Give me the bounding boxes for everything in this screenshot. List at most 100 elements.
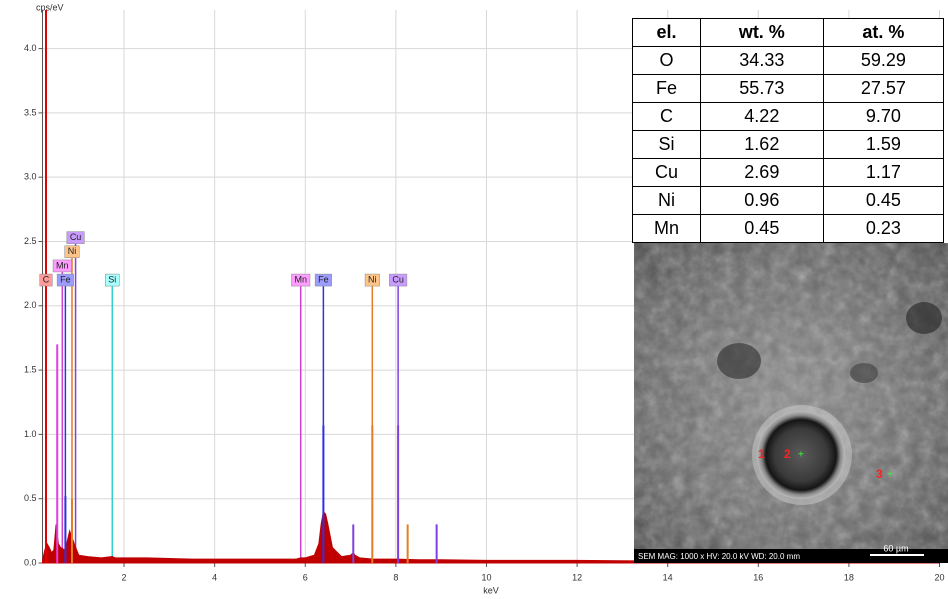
element-marker: Mn — [291, 273, 311, 287]
element-label-box — [105, 273, 120, 287]
element-label: Mn — [56, 260, 69, 270]
table-cell: 9.70 — [822, 102, 945, 131]
element-label: Cu — [392, 274, 404, 284]
y-tick-label: 2.0 — [24, 300, 37, 310]
x-tick-label: 20 — [934, 572, 944, 582]
point-label: 1 — [758, 447, 765, 461]
table-cell: at. % — [822, 18, 945, 47]
table-row: el. wt. % at. % — [632, 18, 945, 47]
y-tick-label: 1.0 — [24, 429, 37, 439]
y-tick-label: 3.0 — [24, 172, 37, 182]
point-cross: + — [798, 450, 804, 461]
table-cell: wt. % — [699, 18, 824, 47]
x-tick-label: 2 — [122, 572, 127, 582]
element-label-box — [291, 273, 311, 287]
table-cell: 0.96 — [699, 186, 824, 215]
x-tick-label: 4 — [212, 572, 217, 582]
table-cell: Ni — [632, 186, 701, 215]
table-cell: 4.22 — [699, 102, 824, 131]
element-marker: Ni — [64, 245, 80, 259]
y-tick-label: 0.5 — [24, 493, 37, 503]
table-row: Cu 2.69 1.17 — [632, 158, 945, 187]
element-label: Si — [108, 274, 116, 284]
sem-caption: SEM MAG: 1000 x HV: 20.0 kV WD: 20.0 mm — [638, 552, 800, 561]
element-marker: Fe — [314, 273, 332, 287]
table-row: Ni 0.96 0.45 — [632, 186, 945, 215]
table-cell: 59.29 — [822, 46, 945, 75]
y-tick-label: 3.5 — [24, 107, 37, 117]
table-cell: 1.17 — [822, 158, 945, 187]
element-label-box — [314, 273, 332, 287]
table-cell: Cu — [632, 158, 701, 187]
table-cell: O — [632, 46, 701, 75]
sem-pit — [757, 411, 845, 499]
y-tick-label: 1.5 — [24, 364, 37, 374]
element-label: Ni — [368, 274, 377, 284]
sem-image: 1 2 + 3 + SEM MAG: 1000 x HV: 20.0 kV WD… — [634, 243, 948, 563]
element-label: Ni — [68, 246, 77, 256]
table-cell: C — [632, 102, 701, 131]
table-row: Si 1.62 1.59 — [632, 130, 945, 159]
table-cell: 2.69 — [699, 158, 824, 187]
x-tick-label: 18 — [844, 572, 854, 582]
element-label: Mn — [294, 274, 307, 284]
y-axis-label: cps/eV — [36, 2, 64, 12]
sem-dark-spot — [850, 363, 878, 383]
x-tick-label: 14 — [663, 572, 673, 582]
table-cell: el. — [632, 18, 701, 47]
element-label: Fe — [60, 274, 71, 284]
table-cell: Si — [632, 130, 701, 159]
y-tick-label: 0.0 — [24, 557, 37, 567]
element-label: C — [43, 274, 50, 284]
element-marker: Cu — [66, 231, 85, 244]
element-marker: C — [39, 273, 53, 287]
y-tick-label: 4.0 — [24, 43, 37, 53]
element-label-box — [39, 273, 53, 287]
element-label-box — [52, 259, 72, 273]
element-label: Cu — [70, 232, 82, 242]
x-tick-label: 12 — [572, 572, 582, 582]
element-label-box — [364, 273, 380, 287]
table-cell: Mn — [632, 214, 701, 243]
element-marker: Cu — [389, 273, 408, 287]
point-label: 3 — [876, 467, 883, 481]
sem-texture — [634, 243, 948, 563]
table-row: Fe 55.73 27.57 — [632, 74, 945, 103]
element-marker: Ni — [364, 273, 380, 287]
table-row: O 34.33 59.29 — [632, 46, 945, 75]
point-label: 2 — [784, 447, 791, 461]
element-label-box — [56, 273, 74, 287]
element-label-box — [64, 245, 80, 259]
y-tick-label: 2.5 — [24, 236, 37, 246]
x-axis-label: keV — [483, 585, 499, 595]
sem-info-bar — [634, 549, 948, 563]
table-cell: 34.33 — [699, 46, 824, 75]
table-row: C 4.22 9.70 — [632, 102, 945, 131]
x-tick-label: 16 — [753, 572, 763, 582]
element-label-box — [66, 231, 85, 244]
table-cell: Fe — [632, 74, 701, 103]
element-marker: Fe — [56, 273, 74, 287]
element-marker: Mn — [52, 259, 72, 273]
composition-table: el. wt. % at. % O 34.33 59.29 Fe 55.73 27.57 C 4.2… — [632, 18, 945, 243]
sem-dark-spot — [717, 343, 761, 379]
table-cell: 55.73 — [699, 74, 824, 103]
x-tick-label: 10 — [481, 572, 491, 582]
point-cross: + — [887, 470, 893, 481]
table-row: Mn 0.45 0.23 — [632, 214, 945, 243]
scale-label: 60 µm — [883, 543, 908, 553]
element-label: Fe — [318, 274, 329, 284]
x-tick-label: 8 — [393, 572, 398, 582]
element-label-box — [389, 273, 408, 287]
sem-dark-spot — [906, 302, 942, 334]
table-cell: 0.45 — [822, 186, 945, 215]
table-cell: 27.57 — [822, 74, 945, 103]
table-cell: 0.23 — [822, 214, 945, 243]
table-cell: 0.45 — [699, 214, 824, 243]
spectrum — [42, 510, 940, 564]
x-tick-label: 6 — [303, 572, 308, 582]
element-marker: Si — [105, 273, 120, 287]
table-cell: 1.62 — [699, 130, 824, 159]
table-cell: 1.59 — [822, 130, 945, 159]
